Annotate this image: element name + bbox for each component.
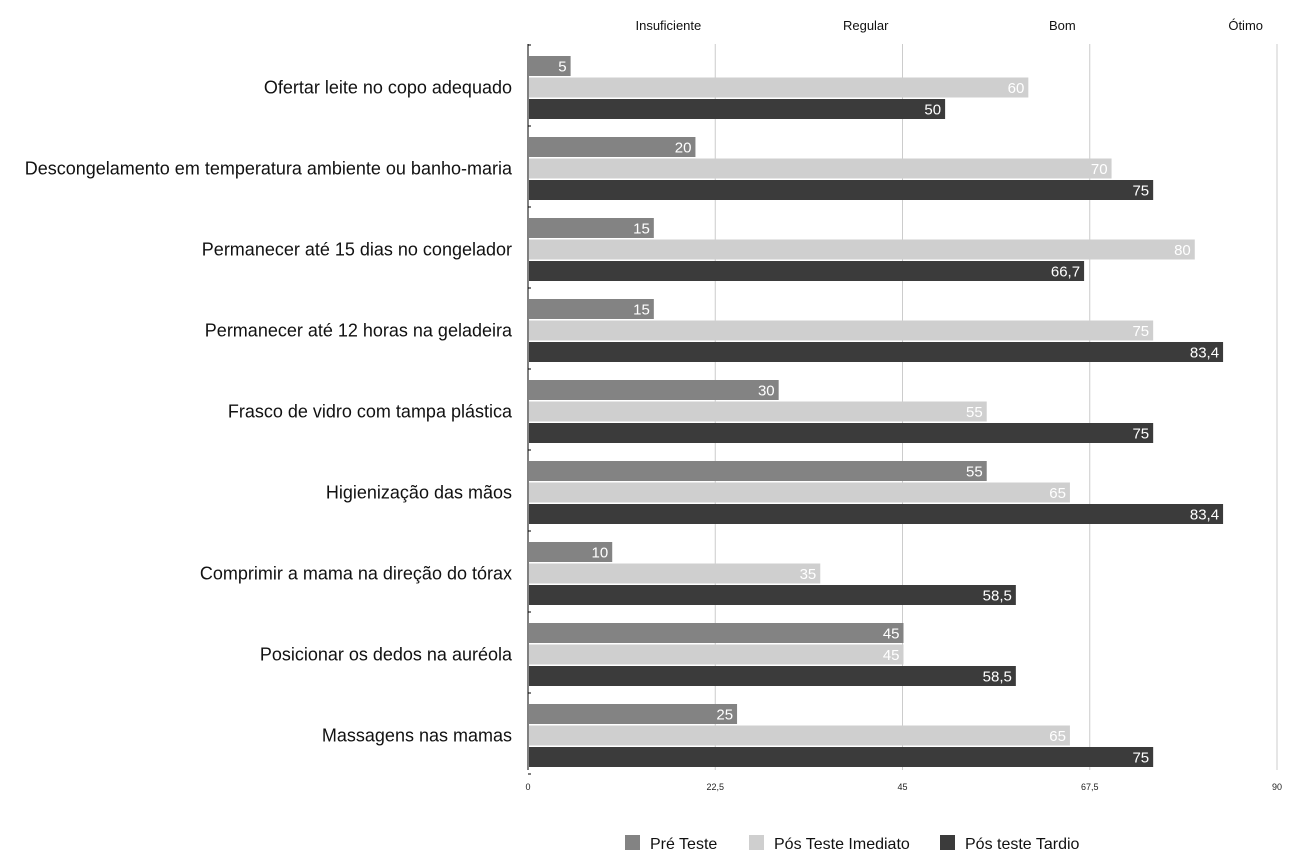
legend-swatch-2 xyxy=(940,835,955,850)
category-label-2: Permanecer até 15 dias no congelador xyxy=(202,240,512,260)
data-label-0-2: 50 xyxy=(924,102,941,119)
bar-8-1 xyxy=(529,725,1070,746)
data-label-5-1: 65 xyxy=(1049,485,1066,502)
category-label-0: Ofertar leite no copo adequado xyxy=(264,78,512,98)
data-label-3-2: 83,4 xyxy=(1190,345,1219,362)
data-label-0-1: 60 xyxy=(1008,80,1025,97)
quality-band-labels: Insuficiente Regular Bom Ótimo xyxy=(635,18,1263,33)
bar-7-2 xyxy=(529,666,1016,686)
category-label-1: Descongelamento em temperatura ambiente … xyxy=(25,159,513,179)
bar-2-1 xyxy=(529,239,1195,260)
data-label-8-1: 65 xyxy=(1049,728,1066,745)
data-label-8-2: 75 xyxy=(1132,750,1149,767)
data-label-7-1: 45 xyxy=(883,647,900,664)
data-label-0-0: 5 xyxy=(558,59,566,76)
bar-1-0 xyxy=(529,137,696,157)
data-label-1-1: 70 xyxy=(1091,161,1108,178)
band-label-2: Bom xyxy=(1049,18,1076,33)
bar-6-0 xyxy=(529,542,613,562)
bar-0-2 xyxy=(529,99,946,119)
bar-4-0 xyxy=(529,380,779,400)
bar-6-2 xyxy=(529,585,1016,605)
category-labels: Ofertar leite no copo adequado Descongela… xyxy=(25,78,513,746)
bars: 5 60 50 20 70 75 15 80 66,7 15 75 83,4 30 55 75 55 65 83,… xyxy=(529,56,1224,767)
legend: Pré Teste Pós Teste Imediato Pós teste Tar… xyxy=(625,835,1080,852)
data-label-5-0: 55 xyxy=(966,464,983,481)
data-label-5-2: 83,4 xyxy=(1190,507,1219,524)
category-label-8: Massagens nas mamas xyxy=(322,726,512,746)
data-label-6-1: 35 xyxy=(800,566,817,583)
bar-2-2 xyxy=(529,261,1085,281)
data-label-3-1: 75 xyxy=(1132,323,1149,340)
bar-6-1 xyxy=(529,563,821,584)
legend-swatch-0 xyxy=(625,835,640,850)
bar-2-0 xyxy=(529,218,654,238)
x-tick-label-0: 0 xyxy=(525,782,530,792)
bar-8-2 xyxy=(529,747,1154,767)
band-label-1: Regular xyxy=(843,18,889,33)
data-label-6-0: 10 xyxy=(592,545,609,562)
data-label-6-2: 58,5 xyxy=(983,588,1012,605)
category-label-5: Higienização das mãos xyxy=(326,483,512,503)
bar-0-1 xyxy=(529,77,1029,98)
bar-7-0 xyxy=(529,623,904,643)
data-label-1-2: 75 xyxy=(1132,183,1149,200)
legend-label-1: Pós Teste Imediato xyxy=(774,836,910,852)
bar-5-2 xyxy=(529,504,1224,524)
band-label-3: Ótimo xyxy=(1228,18,1263,33)
data-label-4-1: 55 xyxy=(966,404,983,421)
bar-7-1 xyxy=(529,644,904,665)
bar-4-1 xyxy=(529,401,987,422)
bar-8-0 xyxy=(529,704,738,724)
data-label-7-2: 58,5 xyxy=(983,669,1012,686)
category-label-3: Permanecer até 12 horas na geladeira xyxy=(205,321,513,341)
legend-label-2: Pós teste Tardio xyxy=(965,836,1080,852)
data-label-3-0: 15 xyxy=(633,302,650,319)
data-label-2-0: 15 xyxy=(633,221,650,238)
bar-5-1 xyxy=(529,482,1070,503)
data-label-1-0: 20 xyxy=(675,140,692,157)
data-label-2-2: 66,7 xyxy=(1051,264,1080,281)
band-label-0: Insuficiente xyxy=(635,18,701,33)
data-label-2-1: 80 xyxy=(1174,242,1191,259)
bar-1-2 xyxy=(529,180,1154,200)
data-label-4-2: 75 xyxy=(1132,426,1149,443)
x-axis-tick-labels: 0 22,5 45 67,5 90 xyxy=(525,782,1282,792)
x-tick-label-1: 22,5 xyxy=(706,782,724,792)
category-label-7: Posicionar os dedos na auréola xyxy=(260,645,513,665)
bar-1-1 xyxy=(529,158,1112,179)
bar-3-0 xyxy=(529,299,654,319)
x-tick-label-4: 90 xyxy=(1272,782,1282,792)
category-label-6: Comprimir a mama na direção do tórax xyxy=(200,564,512,584)
bar-3-1 xyxy=(529,320,1154,341)
legend-label-0: Pré Teste xyxy=(650,836,717,852)
bar-4-2 xyxy=(529,423,1154,443)
bar-0-0 xyxy=(529,56,571,76)
category-label-4: Frasco de vidro com tampa plástica xyxy=(228,402,513,422)
data-label-4-0: 30 xyxy=(758,383,775,400)
data-label-7-0: 45 xyxy=(883,626,900,643)
x-tick-label-2: 45 xyxy=(897,782,907,792)
data-label-8-0: 25 xyxy=(716,707,733,724)
bar-3-2 xyxy=(529,342,1224,362)
bar-5-0 xyxy=(529,461,987,481)
x-tick-label-3: 67,5 xyxy=(1081,782,1099,792)
legend-swatch-1 xyxy=(749,835,764,850)
